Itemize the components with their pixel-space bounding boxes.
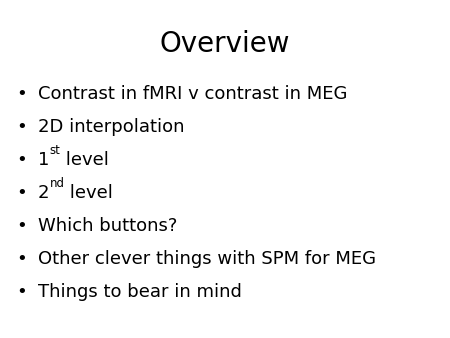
Text: Contrast in fMRI v contrast in MEG: Contrast in fMRI v contrast in MEG [38, 85, 347, 103]
Text: Overview: Overview [160, 30, 290, 58]
Text: Things to bear in mind: Things to bear in mind [38, 283, 242, 301]
Text: •: • [17, 250, 27, 268]
Text: Which buttons?: Which buttons? [38, 217, 177, 235]
Text: Other clever things with SPM for MEG: Other clever things with SPM for MEG [38, 250, 376, 268]
Text: •: • [17, 217, 27, 235]
Text: •: • [17, 151, 27, 169]
Text: level: level [64, 184, 113, 202]
Text: •: • [17, 184, 27, 202]
Text: 2D interpolation: 2D interpolation [38, 118, 184, 136]
Text: 2: 2 [38, 184, 50, 202]
Text: •: • [17, 85, 27, 103]
Text: •: • [17, 283, 27, 301]
Text: 1: 1 [38, 151, 50, 169]
Text: st: st [50, 144, 60, 157]
Text: nd: nd [50, 177, 64, 190]
Text: •: • [17, 118, 27, 136]
Text: level: level [60, 151, 109, 169]
